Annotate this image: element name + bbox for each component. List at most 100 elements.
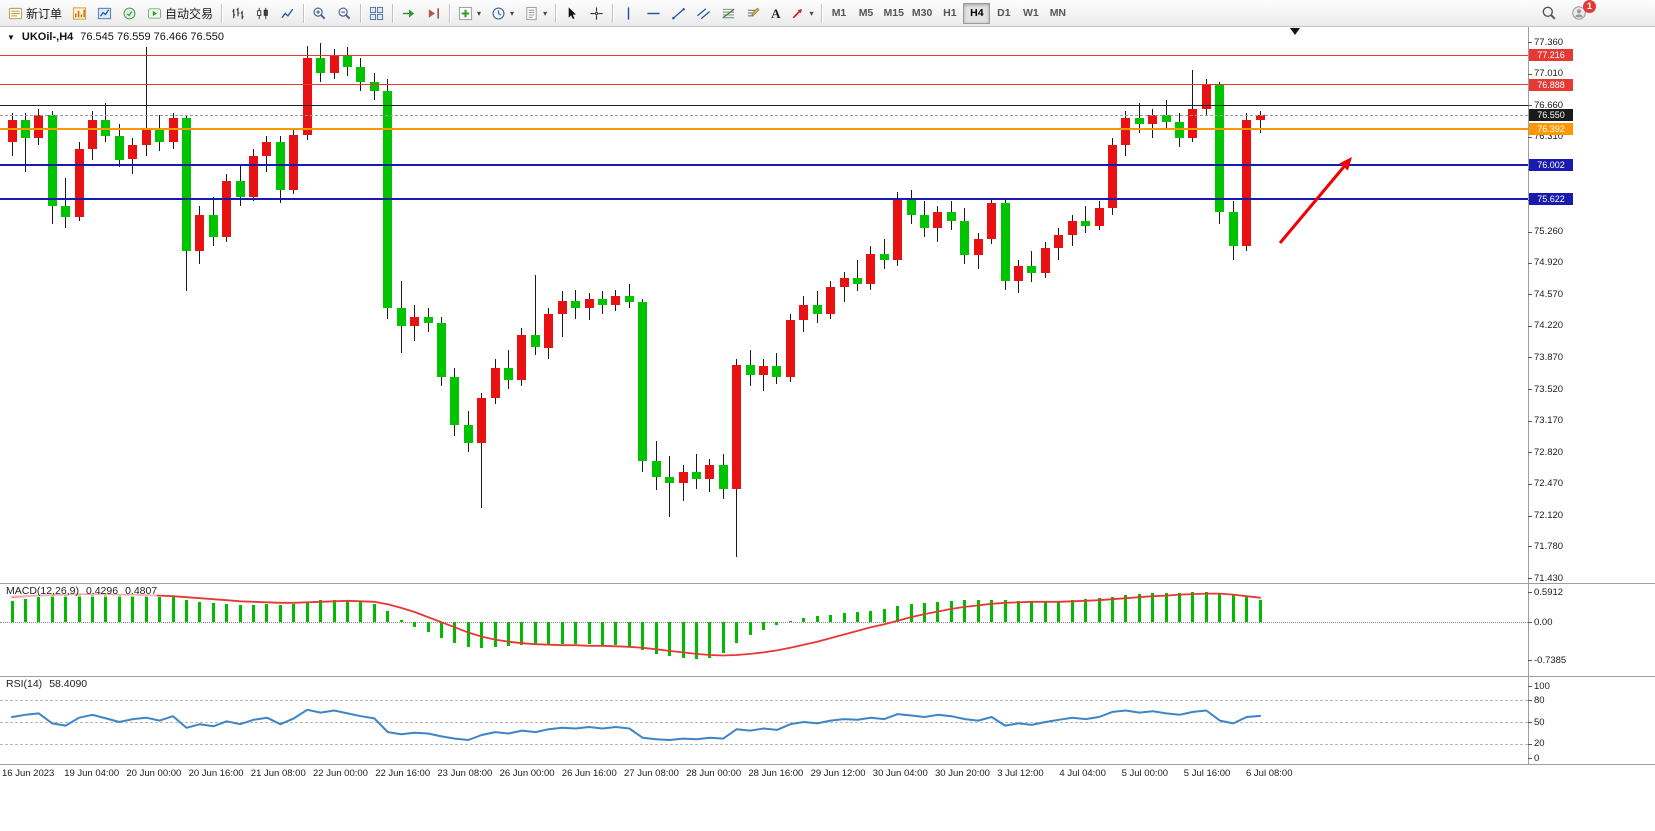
vertical-line-button[interactable] <box>616 2 641 25</box>
time-axis-label: 5 Jul 00:00 <box>1121 768 1169 779</box>
toolbar-separator <box>221 3 223 23</box>
new-order-button[interactable]: 新订单 <box>3 2 67 25</box>
horizontal-line[interactable] <box>0 104 1528 106</box>
horizontal-line[interactable] <box>0 163 1528 166</box>
toolbar-separator <box>555 3 557 23</box>
timeframe-h1-button[interactable]: H1 <box>936 3 963 24</box>
candle-body <box>852 277 862 285</box>
chevron-down-icon: ▾ <box>809 8 814 18</box>
horizontal-line-button[interactable] <box>641 2 666 25</box>
navigator-button[interactable] <box>117 2 142 25</box>
timeframe-m1-button[interactable]: M1 <box>825 3 852 24</box>
charts-button[interactable] <box>67 2 92 25</box>
indicators-button[interactable]: ▾ <box>453 2 486 25</box>
rsi-pane[interactable] <box>0 677 1528 764</box>
price-tag: 76.392 <box>1529 123 1573 136</box>
pencil-lines-icon <box>747 7 760 16</box>
timeframe-w1-button[interactable]: W1 <box>1017 3 1044 24</box>
main-chart-pane[interactable] <box>0 27 1528 583</box>
candle-body <box>74 148 84 218</box>
channel-button[interactable] <box>691 2 716 25</box>
trendline-button[interactable] <box>666 2 691 25</box>
crosshair-button[interactable] <box>584 2 609 25</box>
cursor-button[interactable] <box>559 2 584 25</box>
text-tool-button[interactable]: A <box>766 2 785 25</box>
templates-button[interactable]: ▾ <box>519 2 552 25</box>
horizontal-line[interactable] <box>0 198 1528 201</box>
autotrading-button[interactable]: 自动交易 <box>142 2 218 25</box>
macd-histogram-bar <box>144 596 148 623</box>
macd-histogram-bar <box>560 622 564 644</box>
draw-objects-button[interactable] <box>741 2 766 25</box>
macd-axis-label: 0.5912 <box>1534 586 1564 598</box>
rsi-axis-label: 20 <box>1534 738 1545 750</box>
market-watch-button[interactable] <box>92 2 117 25</box>
candle-body <box>1040 248 1050 274</box>
zoom-out-button[interactable] <box>332 2 357 25</box>
macd-histogram-bar <box>882 608 886 623</box>
chart-collapse-icon[interactable]: ▼ <box>7 32 15 42</box>
pane-separator[interactable] <box>0 676 1655 677</box>
timeframe-mn-button[interactable]: MN <box>1044 3 1071 24</box>
arrow-tool-icon <box>793 8 803 18</box>
chart-shift-button[interactable] <box>421 2 446 25</box>
macd-histogram-bar <box>158 596 162 623</box>
timeframe-m15-button[interactable]: M15 <box>879 3 907 24</box>
macd-axis-label: -0.7385 <box>1534 654 1567 666</box>
candle-body <box>906 199 916 215</box>
rsi-axis-label: 50 <box>1534 716 1545 728</box>
scroll-position-marker[interactable] <box>1290 28 1300 35</box>
timeframe-m30-button[interactable]: M30 <box>908 3 936 24</box>
macd-pane[interactable] <box>0 584 1528 676</box>
macd-histogram-bar <box>386 610 390 623</box>
rsi-level-line <box>0 722 1528 723</box>
auto-scroll-button[interactable] <box>396 2 421 25</box>
macd-axis-tick <box>1528 622 1532 624</box>
macd-histogram-bar <box>399 619 403 623</box>
candle-wick <box>1259 110 1261 134</box>
candle-body <box>181 117 191 251</box>
candle-body <box>7 119 17 143</box>
price-axis-tick <box>1528 294 1532 296</box>
horizontal-line[interactable] <box>0 54 1528 56</box>
fibonacci-button[interactable] <box>716 2 741 25</box>
notifications-button[interactable]: 1 <box>1566 0 1596 25</box>
macd-histogram-bar <box>909 603 913 623</box>
horizontal-line[interactable] <box>0 128 1528 131</box>
candle-body <box>745 364 755 375</box>
indicators-icon <box>458 6 473 20</box>
macd-histogram-bar <box>117 595 121 623</box>
horizontal-line[interactable] <box>0 114 1528 116</box>
arrows-tool-button[interactable]: ▾ <box>785 2 818 25</box>
macd-histogram-bar <box>104 594 108 623</box>
time-axis-label: 27 Jun 08:00 <box>624 768 679 779</box>
zoom-in-button[interactable] <box>307 2 332 25</box>
line-chart-button[interactable] <box>275 2 300 25</box>
tile-windows-button[interactable] <box>364 2 389 25</box>
timeframe-d1-button[interactable]: D1 <box>990 3 1017 24</box>
bar-chart-button[interactable] <box>225 2 250 25</box>
candle-body <box>651 461 661 477</box>
candle-wick <box>65 178 67 229</box>
candle-body <box>705 465 715 480</box>
candle-body <box>47 115 57 206</box>
search-button[interactable] <box>1536 2 1562 25</box>
macd-histogram-bar <box>10 600 14 623</box>
candlestick-chart-button[interactable] <box>250 2 275 25</box>
macd-histogram-bar <box>91 594 95 623</box>
macd-histogram-bar <box>829 614 833 623</box>
price-axis-label: 73.170 <box>1534 415 1564 427</box>
candle-body <box>101 119 111 136</box>
horizontal-line[interactable] <box>0 84 1528 86</box>
crosshair-icon <box>590 6 603 20</box>
macd-histogram-bar <box>1258 600 1262 623</box>
candle-body <box>302 58 312 136</box>
price-axis-label: 71.430 <box>1534 572 1564 584</box>
pane-separator[interactable] <box>0 583 1655 584</box>
timeframe-m5-button[interactable]: M5 <box>852 3 879 24</box>
timeframe-h4-button[interactable]: H4 <box>963 2 991 24</box>
candle-body <box>155 128 165 143</box>
candle-body <box>624 295 634 303</box>
periods-button[interactable]: ▾ <box>486 2 519 25</box>
toolbar: 新订单 自动交易 ▾ ▾ ▾ A ▾ <box>0 0 1655 27</box>
